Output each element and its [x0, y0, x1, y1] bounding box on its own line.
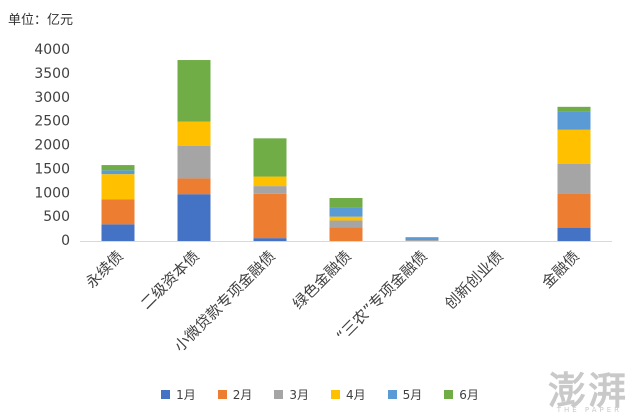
- bar-segment: [101, 170, 135, 175]
- legend-label: 4月: [346, 388, 366, 402]
- bar-segment: [101, 224, 135, 241]
- bar-segment: [329, 227, 363, 241]
- bar-segment: [557, 129, 591, 164]
- y-tick-label: 2000: [34, 138, 70, 154]
- bar-segment: [101, 174, 135, 200]
- bar-segment: [405, 237, 439, 241]
- legend-swatch: [387, 390, 397, 399]
- y-tick-label: 500: [43, 209, 70, 225]
- bar-segment: [253, 238, 287, 241]
- legend-item: 6月: [444, 386, 479, 403]
- bar-segment: [177, 60, 211, 122]
- legend-item: 4月: [331, 386, 366, 403]
- chart-legend: 1月 2月 3月 4月 5月 6月: [0, 386, 640, 403]
- x-category-label: 永续债: [82, 247, 127, 292]
- legend-label: 3月: [289, 388, 309, 402]
- bar-segment: [101, 165, 135, 171]
- y-tick-label: 1500: [34, 161, 70, 177]
- bar-segment: [405, 240, 439, 241]
- watermark-logo: 澎湃: [547, 368, 628, 413]
- legend-swatch: [217, 390, 227, 399]
- bar-segment: [253, 138, 287, 177]
- watermark-subtext: THE PAPER: [556, 406, 622, 414]
- bar-segment: [329, 207, 363, 217]
- bar-segment: [101, 199, 135, 225]
- bar-segment: [557, 106, 591, 112]
- y-tick-label: 1000: [34, 185, 70, 201]
- y-tick-label: 4000: [34, 42, 70, 58]
- legend-swatch: [331, 390, 340, 399]
- x-category-label: 绿色金融债: [289, 247, 355, 313]
- bar-segment: [177, 121, 211, 146]
- bar-segment: [253, 176, 287, 187]
- y-tick-label: 2500: [34, 114, 70, 130]
- legend-item: 1月: [161, 386, 196, 403]
- bar-segment: [557, 163, 591, 194]
- legend-item: 5月: [387, 386, 423, 403]
- legend-label: 5月: [402, 388, 423, 402]
- unit-label: 单位：亿元: [8, 13, 74, 28]
- bar-segment: [253, 193, 287, 239]
- x-category-label: 创新创业债: [441, 247, 507, 313]
- legend-item: 2月: [217, 386, 253, 403]
- legend-swatch: [274, 390, 284, 399]
- x-category-label: 二级资本债: [137, 247, 203, 313]
- bar-segment: [177, 145, 211, 179]
- bar-segment: [177, 178, 211, 195]
- legend-swatch: [161, 390, 171, 399]
- y-tick-label: 3000: [34, 90, 70, 106]
- x-category-label: 金融债: [538, 247, 583, 292]
- bar-segment: [329, 198, 363, 208]
- bar-segment: [253, 186, 287, 194]
- bar-segment: [557, 227, 591, 241]
- bar-segment: [557, 193, 591, 228]
- y-tick-label: 3500: [34, 66, 70, 82]
- y-tick-label: 0: [61, 233, 70, 249]
- bar-segment: [557, 111, 591, 130]
- bar-segment: [177, 194, 211, 241]
- legend-label: 2月: [232, 388, 253, 402]
- legend-swatch: [444, 390, 454, 399]
- bar-segment: [329, 220, 363, 228]
- legend-label: 6月: [459, 388, 479, 402]
- legend-label: 1月: [176, 388, 196, 402]
- bar-segment: [329, 216, 363, 221]
- legend-item: 3月: [274, 386, 309, 403]
